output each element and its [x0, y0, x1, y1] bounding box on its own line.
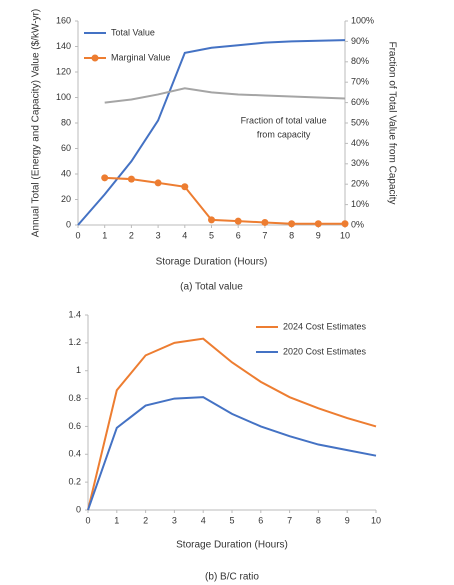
- y2-tick-label: 70%: [351, 77, 369, 87]
- x-tick-label: 2: [143, 515, 148, 525]
- legend-marker: [91, 54, 99, 62]
- y2-axis-label: Fraction of Total Value from Capacity: [386, 41, 397, 204]
- y2-tick-label: 50%: [351, 117, 369, 127]
- y-tick-label: 60: [61, 143, 71, 153]
- series-line: [104, 176, 345, 225]
- y-axis-label: Annual Total (Energy and Capacity) Value…: [31, 9, 42, 237]
- y-tick-label: 80: [61, 117, 71, 127]
- x-tick-label: 1: [114, 515, 119, 525]
- y-tick-label: 0: [66, 219, 71, 229]
- x-tick-label: 0: [75, 230, 80, 240]
- y2-tick-label: 60%: [351, 97, 369, 107]
- y2-tick-label: 20%: [351, 179, 369, 189]
- x-tick-label: 7: [287, 515, 292, 525]
- point: [261, 218, 269, 226]
- y-tick-label: 1: [76, 365, 81, 375]
- y2-tick-label: 40%: [351, 138, 369, 148]
- y-tick-label: 0.6: [68, 421, 81, 431]
- x-tick-label: 5: [209, 230, 214, 240]
- x-tick-label: 9: [345, 515, 350, 525]
- x-tick-label: 4: [182, 230, 187, 240]
- x-tick-label: 4: [201, 515, 206, 525]
- x-axis-label: Storage Duration (Hours): [156, 257, 268, 268]
- annotation: Fraction of total value: [241, 115, 327, 125]
- x-tick-label: 10: [371, 515, 381, 525]
- y2-tick-label: 30%: [351, 158, 369, 168]
- annotation: from capacity: [257, 129, 311, 139]
- legend-label: Marginal Value: [111, 52, 170, 62]
- series-line: [87, 396, 377, 511]
- point: [181, 183, 189, 191]
- x-tick-label: 3: [172, 515, 177, 525]
- point: [101, 174, 109, 182]
- y-tick-label: 0.4: [68, 449, 81, 459]
- legend-label: Total Value: [111, 27, 155, 37]
- series-line: [104, 87, 346, 104]
- x-axis-label: Storage Duration (Hours): [176, 540, 288, 551]
- series-line: [87, 337, 377, 511]
- point: [341, 220, 349, 228]
- caption: (a) Total value: [180, 282, 243, 293]
- point: [154, 179, 162, 187]
- y-tick-label: 140: [56, 41, 71, 51]
- x-tick-label: 1: [102, 230, 107, 240]
- y-tick-label: 0.2: [68, 477, 81, 487]
- y-tick-label: 0: [76, 504, 81, 514]
- x-tick-label: 8: [289, 230, 294, 240]
- y-tick-label: 160: [56, 15, 71, 25]
- y-tick-label: 20: [61, 194, 71, 204]
- y-tick-label: 100: [56, 92, 71, 102]
- y2-tick-label: 0%: [351, 219, 364, 229]
- x-tick-label: 9: [316, 230, 321, 240]
- x-tick-label: 2: [129, 230, 134, 240]
- x-tick-label: 5: [229, 515, 234, 525]
- x-tick-label: 10: [340, 230, 350, 240]
- point: [234, 217, 242, 225]
- y-tick-label: 40: [61, 168, 71, 178]
- caption: (b) B/C ratio: [205, 572, 259, 583]
- y-tick-label: 1.4: [68, 309, 81, 319]
- x-tick-label: 6: [236, 230, 241, 240]
- x-tick-label: 8: [316, 515, 321, 525]
- y2-tick-label: 100%: [351, 15, 374, 25]
- point: [288, 220, 296, 228]
- x-tick-label: 7: [262, 230, 267, 240]
- x-tick-label: 3: [156, 230, 161, 240]
- y2-tick-label: 90%: [351, 36, 369, 46]
- point: [127, 175, 135, 183]
- series-line: [77, 39, 346, 226]
- point: [208, 216, 215, 224]
- legend-label: 2024 Cost Estimates: [283, 321, 367, 331]
- legend-label: 2020 Cost Estimates: [283, 346, 367, 356]
- y2-tick-label: 80%: [351, 56, 369, 66]
- x-tick-label: 6: [258, 515, 263, 525]
- y-tick-label: 120: [56, 66, 71, 76]
- y-tick-label: 0.8: [68, 393, 81, 403]
- y2-tick-label: 10%: [351, 199, 369, 209]
- y-tick-label: 1.2: [68, 337, 81, 347]
- point: [314, 220, 322, 228]
- x-tick-label: 0: [85, 515, 90, 525]
